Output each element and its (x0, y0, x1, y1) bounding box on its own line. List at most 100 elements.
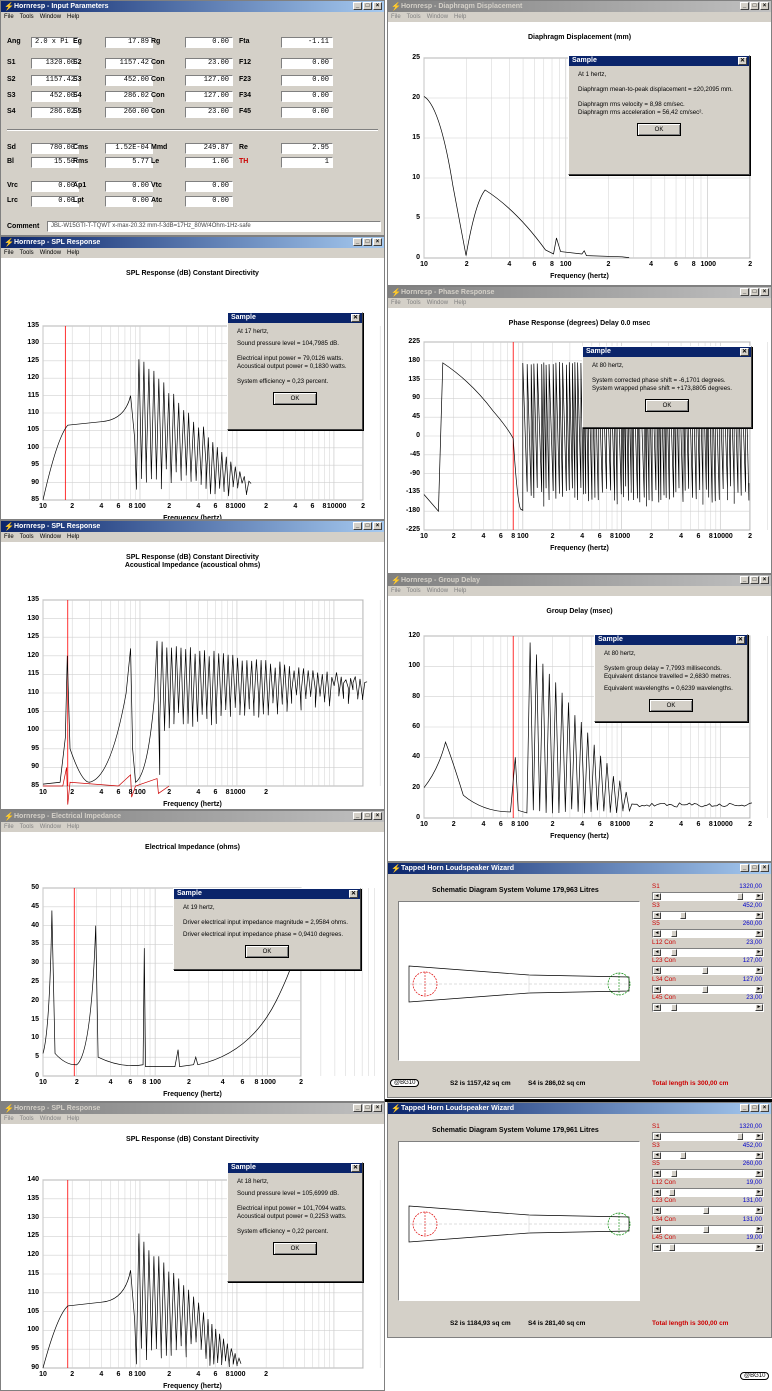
menu-file[interactable]: File (4, 824, 14, 830)
param-row7-field-0[interactable]: 0.00 (31, 181, 79, 192)
param-row1-field-2[interactable]: 23.00 (185, 58, 233, 69)
slider-right-arrow-icon[interactable]: ► (755, 948, 763, 956)
minimize-button[interactable]: _ (740, 576, 749, 584)
sample-dialog[interactable]: Sample ✕ At 19 hertz, Driver electrical inp… (173, 888, 361, 970)
close-button[interactable]: × (760, 288, 769, 296)
param-row6-field-1[interactable]: 5.77 (105, 157, 153, 168)
param-row0-field-1[interactable]: 17.89 (105, 37, 153, 48)
dialog-close-icon[interactable]: ✕ (349, 890, 358, 898)
title-bar[interactable]: ⚡ Hornresp - Electrical Impedance _ □ × (1, 811, 384, 822)
slider-left-arrow-icon[interactable]: ◄ (653, 1151, 661, 1159)
maximize-button[interactable]: □ (363, 522, 372, 530)
menu-tools[interactable]: Tools (19, 824, 34, 830)
menu-tools[interactable]: Tools (406, 14, 421, 20)
chart-svg[interactable] (1, 832, 385, 1102)
menu-help[interactable]: Help (67, 534, 80, 540)
ok-button[interactable]: OK (273, 392, 317, 405)
comment-field[interactable]: JBL-W15GTI-T-TQWT x-max-20.32 mm-f-3dB=1… (47, 221, 381, 232)
minimize-button[interactable]: _ (740, 2, 749, 10)
dialog-title-bar[interactable]: Sample ✕ (228, 1163, 362, 1173)
param-row6-field-0[interactable]: 15.50 (31, 157, 79, 168)
dialog-title-bar[interactable]: Sample ✕ (228, 313, 362, 323)
param-row3-field-2[interactable]: 127.00 (185, 91, 233, 102)
sample-dialog[interactable]: Sample ✕ At 17 hertz, Sound pressure level … (227, 312, 363, 430)
slider-s5[interactable]: ◄ ► (652, 1169, 764, 1178)
slider-right-arrow-icon[interactable]: ► (755, 1004, 763, 1011)
dialog-title-bar[interactable]: Sample ✕ (569, 56, 749, 66)
dialog-title-bar[interactable]: Sample ✕ (595, 635, 747, 645)
close-button[interactable]: × (373, 1104, 382, 1112)
close-button[interactable]: × (760, 864, 769, 872)
slider-l34-con[interactable]: ◄ ► (652, 984, 764, 994)
slider-left-arrow-icon[interactable]: ◄ (653, 1004, 661, 1011)
menu-help[interactable]: Help (454, 300, 467, 306)
close-button[interactable]: × (760, 2, 769, 10)
title-bar[interactable]: ⚡ Hornresp - Input Parameters _ □ × (1, 1, 384, 12)
close-button[interactable]: × (373, 238, 382, 246)
param-row6-field-3[interactable]: 1 (281, 157, 333, 168)
slider-l12-con[interactable]: ◄ ► (652, 1187, 764, 1197)
menu-help[interactable]: Help (67, 1116, 80, 1122)
slider-thumb[interactable] (736, 893, 743, 900)
param-row2-field-3[interactable]: 0.00 (281, 75, 333, 86)
param-row3-field-0[interactable]: 452.00 (31, 91, 79, 102)
maximize-button[interactable]: □ (750, 2, 759, 10)
close-button[interactable]: × (373, 812, 382, 820)
maximize-button[interactable]: □ (750, 864, 759, 872)
slider-s3[interactable]: ◄ ► (652, 910, 764, 920)
sample-dialog[interactable]: Sample ✕ At 18 hertz, Sound pressure level … (227, 1162, 363, 1282)
maximize-button[interactable]: □ (363, 2, 372, 10)
slider-right-arrow-icon[interactable]: ► (755, 1244, 763, 1251)
slider-thumb[interactable] (670, 930, 677, 937)
slider-left-arrow-icon[interactable]: ◄ (653, 911, 661, 919)
slider-s3[interactable]: ◄ ► (652, 1150, 764, 1160)
menu-window[interactable]: Window (426, 300, 449, 306)
close-button[interactable]: × (373, 522, 382, 530)
slider-l45-con[interactable]: ◄ ► (652, 1243, 764, 1252)
slider-left-arrow-icon[interactable]: ◄ (653, 1188, 661, 1196)
dialog-title-bar[interactable]: Sample ✕ (174, 889, 360, 899)
title-bar[interactable]: ⚡ Tapped Horn Loudspeaker Wizard _ □ × (388, 863, 771, 874)
param-row8-field-1[interactable]: 0.00 (105, 196, 153, 207)
maximize-button[interactable]: □ (750, 288, 759, 296)
menu-file[interactable]: File (391, 588, 401, 594)
param-row0-field-0[interactable]: 2.0 x Pi (31, 37, 79, 48)
menu-tools[interactable]: Tools (19, 250, 34, 256)
close-button[interactable]: × (760, 1104, 769, 1112)
minimize-button[interactable]: _ (740, 864, 749, 872)
slider-thumb[interactable] (670, 1004, 677, 1011)
minimize-button[interactable]: _ (353, 238, 362, 246)
slider-s1[interactable]: ◄ ► (652, 1132, 764, 1141)
param-row7-field-2[interactable]: 0.00 (185, 181, 233, 192)
slider-left-arrow-icon[interactable]: ◄ (653, 930, 661, 937)
ok-button[interactable]: OK (273, 1242, 317, 1255)
slider-right-arrow-icon[interactable]: ► (755, 967, 763, 974)
menu-window[interactable]: Window (39, 534, 62, 540)
title-bar[interactable]: ⚡ Hornresp - SPL Response _ □ × (1, 1103, 384, 1114)
slider-thumb[interactable] (703, 1225, 710, 1233)
menu-tools[interactable]: Tools (406, 300, 421, 306)
slider-left-arrow-icon[interactable]: ◄ (653, 1225, 661, 1233)
maximize-button[interactable]: □ (750, 1104, 759, 1112)
menu-file[interactable]: File (4, 534, 14, 540)
minimize-button[interactable]: _ (740, 1104, 749, 1112)
slider-right-arrow-icon[interactable]: ► (755, 985, 763, 993)
slider-l12-con[interactable]: ◄ ► (652, 947, 764, 957)
ok-button[interactable]: OK (649, 699, 693, 712)
param-row2-field-0[interactable]: 1157.42 (31, 75, 79, 86)
menu-file[interactable]: File (4, 14, 14, 20)
menu-tools[interactable]: Tools (19, 14, 34, 20)
menu-help[interactable]: Help (67, 250, 80, 256)
menu-window[interactable]: Window (39, 1116, 62, 1122)
ok-button[interactable]: OK (245, 945, 289, 958)
minimize-button[interactable]: _ (353, 1104, 362, 1112)
param-row2-field-1[interactable]: 452.00 (105, 75, 153, 86)
menu-window[interactable]: Window (426, 588, 449, 594)
slider-right-arrow-icon[interactable]: ► (755, 1225, 763, 1233)
slider-left-arrow-icon[interactable]: ◄ (653, 1244, 661, 1251)
slider-thumb[interactable] (701, 967, 708, 974)
slider-s1[interactable]: ◄ ► (652, 892, 764, 901)
param-row5-field-3[interactable]: 2.95 (281, 143, 333, 154)
slider-thumb[interactable] (670, 1170, 677, 1177)
param-row4-field-3[interactable]: 0.00 (281, 107, 333, 118)
